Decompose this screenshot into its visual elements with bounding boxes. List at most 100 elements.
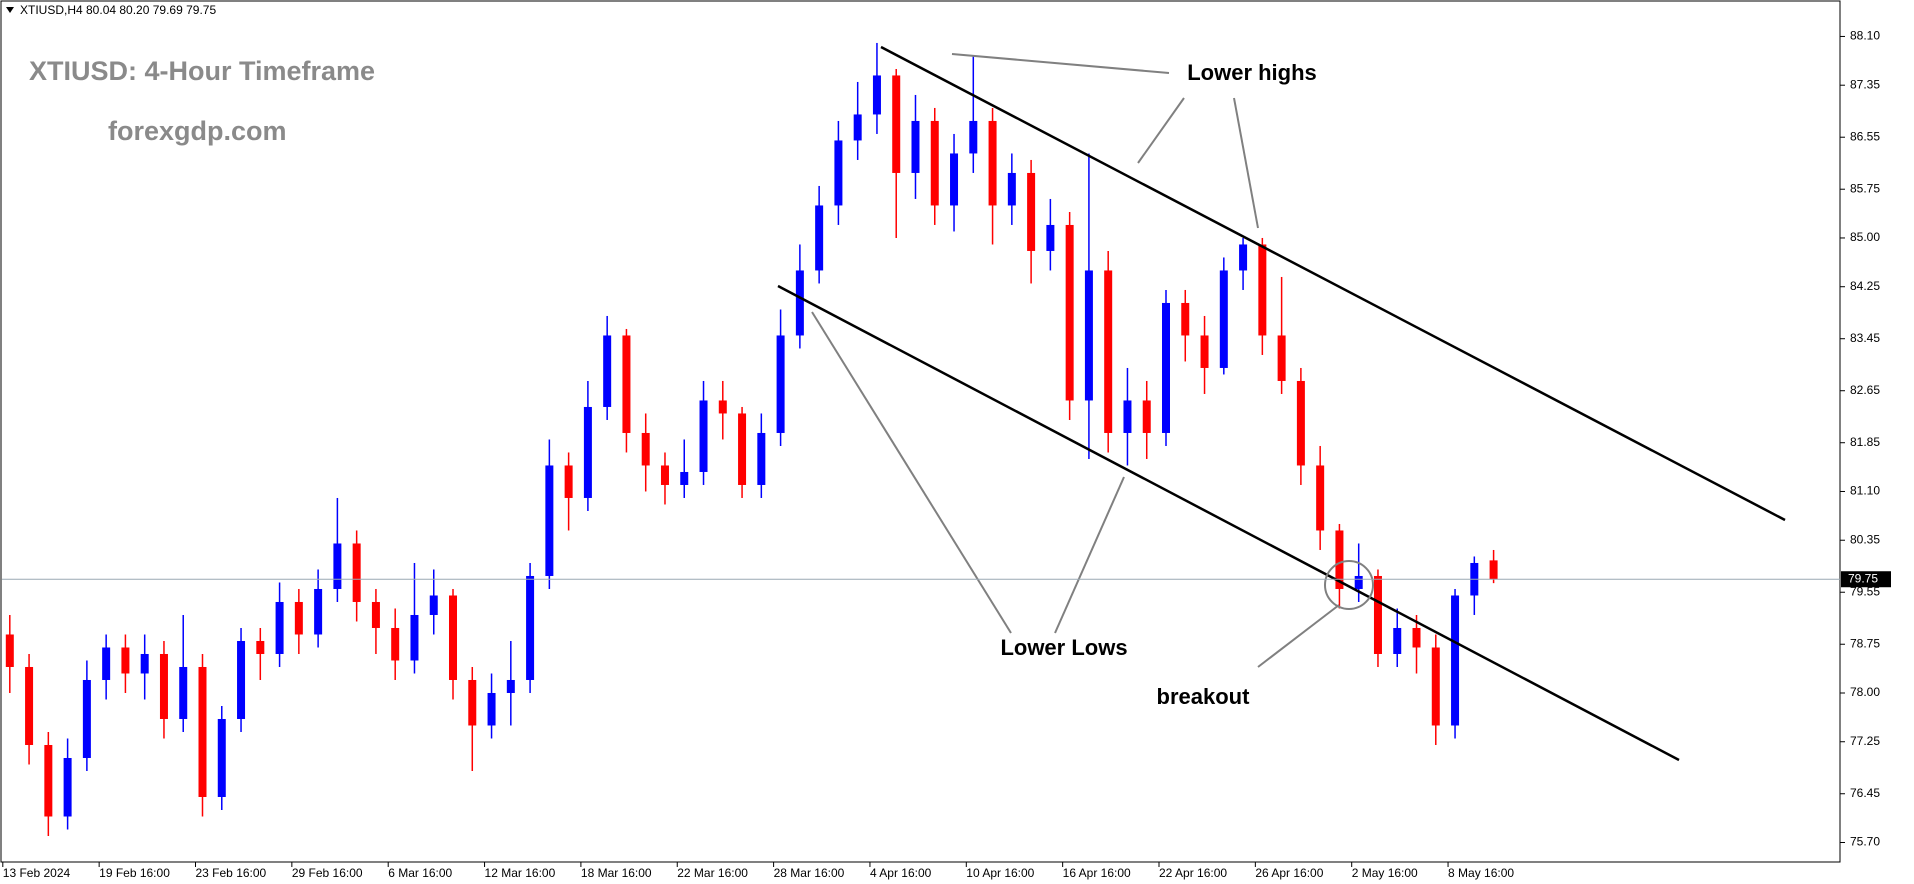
x-tick-label: 23 Feb 16:00 xyxy=(196,866,267,880)
y-tick-label: 85.75 xyxy=(1850,181,1880,195)
candle-body xyxy=(179,666,188,719)
candle-body xyxy=(1316,465,1325,531)
candle-body xyxy=(333,543,342,589)
x-tick-label: 22 Apr 16:00 xyxy=(1159,866,1227,880)
candle-body xyxy=(911,120,920,173)
candle-body xyxy=(892,75,901,173)
candle-body xyxy=(1104,270,1113,433)
x-tick-label: 8 May 16:00 xyxy=(1448,866,1514,880)
y-tick-label: 81.10 xyxy=(1850,484,1880,498)
candle-body xyxy=(121,647,130,674)
candle-body xyxy=(217,718,226,797)
candle-body xyxy=(583,406,592,498)
candle-body xyxy=(872,75,881,115)
candle-body xyxy=(853,114,862,141)
candle-body xyxy=(680,471,689,485)
header: XTIUSD,H4 80.04 80.20 79.69 79.75 xyxy=(20,3,216,17)
x-tick-label: 6 Mar 16:00 xyxy=(388,866,452,880)
y-tick-label: 78.00 xyxy=(1850,685,1880,699)
pointer xyxy=(1137,97,1185,164)
candle-body xyxy=(1219,270,1228,368)
y-tick-label: 79.55 xyxy=(1850,584,1880,598)
candle-body xyxy=(371,601,380,628)
plot-frame xyxy=(0,0,1841,863)
x-tick-label: 2 May 16:00 xyxy=(1352,866,1418,880)
y-tick-label: 77.25 xyxy=(1850,734,1880,748)
y-tick-label: 81.85 xyxy=(1850,435,1880,449)
candle-body xyxy=(930,120,939,206)
x-tick-label: 29 Feb 16:00 xyxy=(292,866,363,880)
price-label-box xyxy=(1841,571,1891,588)
y-tick-label: 85.00 xyxy=(1850,230,1880,244)
price-label: 79.75 xyxy=(1848,571,1878,585)
candle-body xyxy=(5,634,14,667)
candle-body xyxy=(718,400,727,414)
candle-body xyxy=(757,432,766,485)
header-arrow xyxy=(6,7,14,13)
pointer xyxy=(1233,97,1259,229)
candle-body xyxy=(699,400,708,472)
candle-body xyxy=(641,432,650,466)
candle-body xyxy=(738,413,747,485)
annotation: Lower Lows xyxy=(1000,635,1127,660)
candle-body xyxy=(988,120,997,206)
upper-channel xyxy=(880,45,1786,522)
candle-body xyxy=(1181,302,1190,336)
candle-body xyxy=(795,270,804,336)
candle-body xyxy=(1123,400,1132,433)
pointer xyxy=(811,311,1012,634)
candle-body xyxy=(1393,627,1402,654)
candles xyxy=(5,42,1498,836)
candle-body xyxy=(159,653,168,719)
candle-body xyxy=(1296,380,1305,466)
y-tick-label: 80.35 xyxy=(1850,532,1880,546)
x-tick-label: 22 Mar 16:00 xyxy=(677,866,748,880)
candle-body xyxy=(1277,335,1286,381)
candle-body xyxy=(1200,335,1209,368)
candle-body xyxy=(1373,575,1382,654)
pointer xyxy=(1257,604,1340,668)
breakout-circle xyxy=(1324,560,1374,610)
candle-body xyxy=(564,465,573,498)
y-tick-label: 75.70 xyxy=(1850,835,1880,849)
candle-body xyxy=(63,757,72,817)
candle-body xyxy=(1354,575,1363,589)
candle-body xyxy=(102,647,111,680)
y-tick-label: 82.65 xyxy=(1850,383,1880,397)
y-tick-label: 83.45 xyxy=(1850,331,1880,345)
chart-title: XTIUSD: 4-Hour Timeframe xyxy=(29,56,375,86)
y-tick-label: 84.25 xyxy=(1850,279,1880,293)
candle-body xyxy=(314,588,323,635)
candle-body xyxy=(1489,560,1498,580)
annotation: Lower highs xyxy=(1187,60,1317,85)
y-tick-label: 88.10 xyxy=(1850,29,1880,43)
candle-body xyxy=(468,679,477,726)
candle-body xyxy=(25,666,34,745)
candle-body xyxy=(256,640,265,654)
x-tick-label: 18 Mar 16:00 xyxy=(581,866,652,880)
x-tick-label: 16 Apr 16:00 xyxy=(1063,866,1131,880)
candle-body xyxy=(1065,224,1074,401)
candle-body xyxy=(545,465,554,576)
candle-body xyxy=(1451,595,1460,726)
annotation: breakout xyxy=(1157,684,1251,709)
candle-body xyxy=(950,153,959,206)
candle-body xyxy=(487,692,496,726)
candle-body xyxy=(622,335,631,433)
x-tick-label: 13 Feb 2024 xyxy=(3,866,71,880)
candle-body xyxy=(44,744,53,817)
candle-body xyxy=(506,679,515,693)
candle-body xyxy=(1431,647,1440,726)
candle-body xyxy=(82,679,91,758)
pointer xyxy=(1054,476,1125,634)
candle-body xyxy=(275,601,284,654)
candle-body xyxy=(1142,400,1151,433)
candle-body xyxy=(237,640,246,719)
candle-body xyxy=(352,543,361,602)
x-tick-label: 26 Apr 16:00 xyxy=(1255,866,1323,880)
candle-body xyxy=(140,653,149,674)
candle-body xyxy=(660,465,669,485)
candle-body xyxy=(1007,172,1016,206)
chart-subtitle: forexgdp.com xyxy=(108,116,287,146)
